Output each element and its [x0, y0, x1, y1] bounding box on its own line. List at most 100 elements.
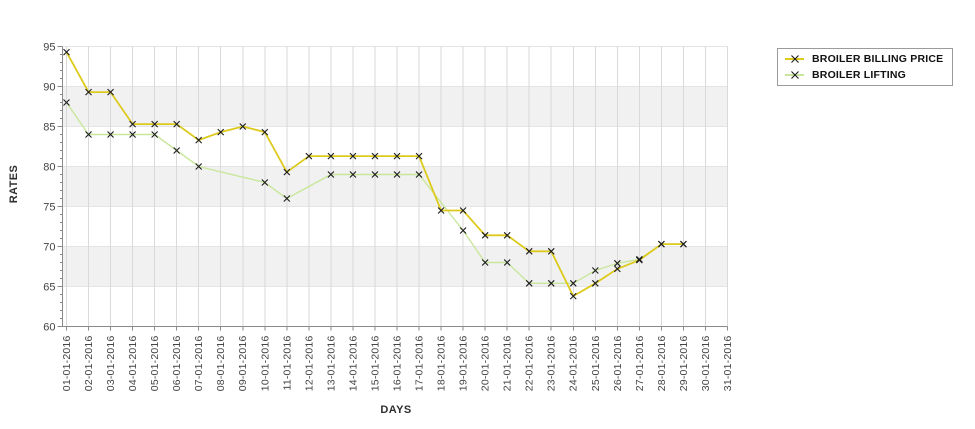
x-tick-label: 08-01-2016	[215, 336, 227, 392]
y-tick-label: 90	[43, 81, 55, 93]
data-point-marker	[63, 99, 70, 106]
data-point-marker	[591, 279, 599, 287]
x-tick-label: 09-01-2016	[237, 336, 249, 392]
data-point-marker	[85, 88, 92, 96]
data-point-marker	[635, 256, 643, 264]
x-tick-label: 11-01-2016	[281, 336, 293, 391]
x-tick-label: 01-01-2016	[61, 336, 73, 392]
data-point-marker	[481, 231, 489, 239]
x-tick-label: 28-01-2016	[656, 336, 668, 392]
x-axis-title: DAYS	[380, 404, 412, 416]
x-tick-label: 30-01-2016	[700, 336, 712, 392]
data-point-marker	[239, 123, 247, 130]
x-tick-label: 23-01-2016	[546, 336, 558, 392]
data-point-marker	[459, 227, 467, 234]
x-tick-label: 24-01-2016	[568, 336, 580, 392]
legend-marker-icon	[785, 71, 804, 79]
x-tick-label: 10-01-2016	[259, 336, 271, 392]
y-tick-label: 65	[43, 281, 55, 293]
legend-marker-icon	[785, 55, 804, 63]
data-point-marker	[547, 247, 555, 255]
data-point-marker	[261, 179, 269, 186]
data-point-marker	[327, 152, 335, 160]
x-tick-label: 07-01-2016	[193, 336, 205, 392]
x-tick-label: 04-01-2016	[127, 336, 139, 392]
data-point-marker	[371, 171, 379, 178]
data-point-marker	[85, 131, 92, 138]
data-point-marker	[129, 131, 136, 138]
data-point-marker	[261, 128, 269, 136]
data-point-marker	[525, 247, 533, 255]
data-point-marker	[129, 120, 136, 128]
x-tick-label: 15-01-2016	[369, 336, 381, 392]
data-point-marker	[613, 259, 621, 267]
plot-band	[62, 246, 728, 287]
legend-label: BROILER BILLING PRICE	[812, 53, 944, 65]
x-tick-label: 02-01-2016	[83, 336, 95, 392]
x-tick-label: 16-01-2016	[391, 336, 403, 392]
x-tick-label: 25-01-2016	[590, 336, 602, 392]
legend: BROILER BILLING PRICE BROILER LIFTING	[777, 48, 954, 86]
data-point-marker	[195, 163, 203, 170]
data-point-marker	[349, 171, 357, 178]
x-tick-label: 20-01-2016	[480, 335, 492, 391]
data-point-marker	[393, 171, 401, 178]
y-tick-label: 95	[43, 41, 55, 53]
x-tick-label: 12-01-2016	[303, 336, 315, 392]
x-tick-label: 19-01-2016	[458, 335, 470, 391]
data-point-marker	[107, 131, 114, 138]
y-axis-title: RATES	[8, 164, 20, 204]
data-point-marker	[547, 279, 555, 287]
plot-band	[62, 86, 728, 127]
data-point-marker	[349, 152, 357, 160]
data-point-marker	[569, 292, 577, 300]
x-tick-label: 06-01-2016	[171, 336, 183, 392]
x-tick-label: 03-01-2016	[105, 336, 117, 392]
data-point-marker	[107, 88, 114, 96]
data-point-marker	[503, 231, 511, 239]
x-tick-label: 26-01-2016	[612, 336, 624, 392]
x-tick-label: 14-01-2016	[347, 336, 359, 392]
y-tick-label: 80	[43, 161, 55, 173]
data-point-marker	[217, 128, 225, 136]
data-point-marker	[481, 259, 489, 266]
data-point-marker	[151, 131, 159, 138]
data-point-marker	[305, 152, 313, 160]
data-point-marker	[613, 265, 621, 273]
data-point-marker	[371, 152, 379, 160]
data-point-marker	[283, 195, 291, 202]
data-point-marker	[283, 168, 291, 176]
data-point-marker	[327, 171, 335, 178]
data-point-marker	[437, 207, 445, 214]
data-point-marker	[393, 152, 401, 160]
data-point-marker	[658, 240, 665, 248]
data-point-marker	[195, 136, 203, 144]
data-point-marker	[173, 120, 181, 128]
data-point-marker	[415, 152, 423, 160]
x-tick-label: 21-01-2016	[502, 335, 514, 391]
y-tick-label: 75	[43, 201, 55, 213]
x-tick-label: 29-01-2016	[678, 336, 690, 392]
data-point-marker	[569, 279, 577, 287]
data-point-marker	[415, 171, 423, 178]
data-point-marker	[459, 207, 467, 214]
legend-label: BROILER LIFTING	[812, 69, 906, 81]
data-point-marker	[151, 120, 159, 128]
data-point-marker	[503, 259, 511, 266]
data-point-marker	[173, 147, 181, 154]
data-point-marker	[63, 48, 70, 56]
data-point-marker	[591, 267, 599, 274]
y-tick-label: 60	[43, 321, 55, 333]
x-tick-label: 22-01-2016	[524, 336, 536, 392]
x-tick-label: 27-01-2016	[634, 336, 646, 392]
x-tick-label: 31-01-2016	[722, 336, 734, 392]
y-tick-label: 85	[43, 121, 55, 133]
data-point-marker	[680, 240, 687, 248]
x-tick-label: 18-01-2016	[436, 336, 448, 392]
x-tick-label: 17-01-2016	[413, 336, 425, 392]
data-point-marker	[525, 279, 533, 287]
y-tick-label: 70	[43, 241, 55, 253]
x-tick-label: 13-01-2016	[325, 336, 337, 392]
